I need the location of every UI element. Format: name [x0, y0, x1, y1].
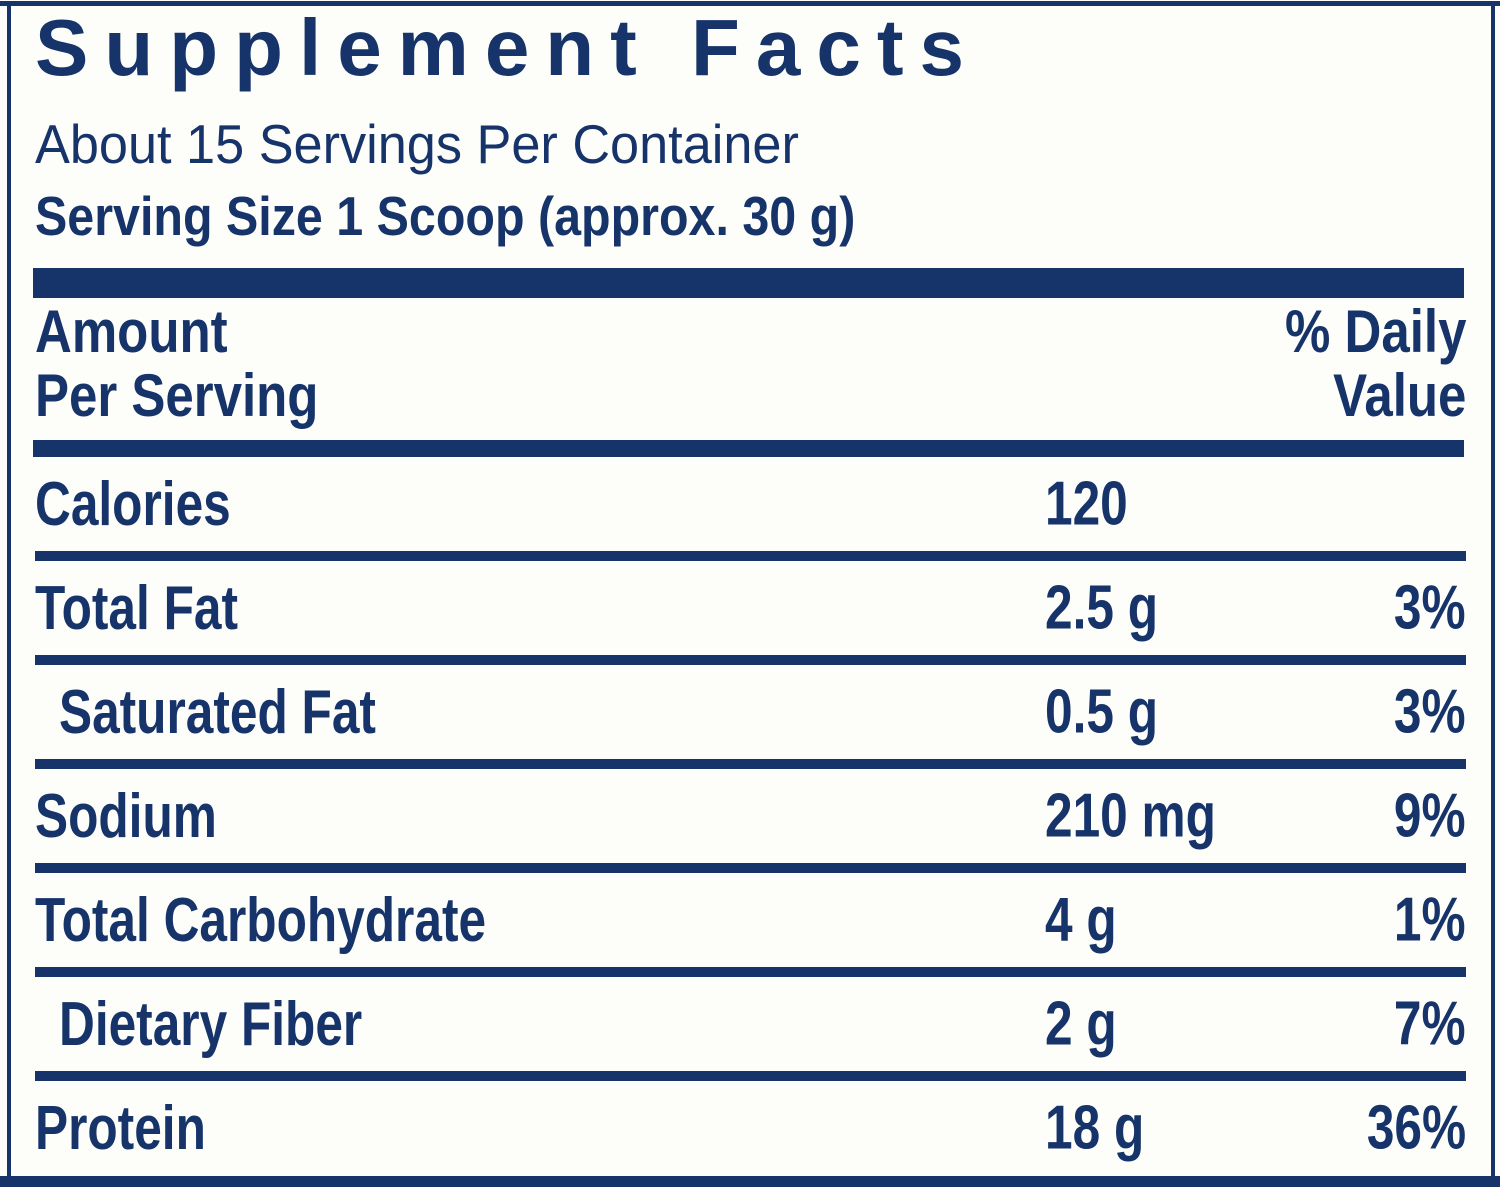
amount-header-line2: Per Serving — [35, 362, 319, 429]
daily-value-header: % Daily Value — [1285, 300, 1466, 428]
label-border-right — [1491, 1, 1495, 1187]
nutrient-amount: 0.5 g — [1045, 677, 1159, 747]
amount-per-serving-header: Amount Per Serving — [35, 300, 318, 428]
nutrient-daily-value: 1% — [1394, 885, 1466, 955]
nutrient-name: Saturated Fat — [59, 677, 376, 747]
nutrient-name: Protein — [35, 1093, 206, 1163]
nutrient-daily-value: 3% — [1394, 677, 1466, 747]
nutrient-name: Total Carbohydrate — [35, 885, 487, 955]
nutrient-daily-value: 9% — [1394, 781, 1466, 851]
row-separator — [35, 863, 1466, 873]
nutrient-amount: 4 g — [1045, 885, 1117, 955]
serving-size: Serving Size 1 Scoop (approx. 30 g) — [35, 185, 856, 247]
row-separator — [35, 551, 1466, 561]
nutrient-amount: 120 — [1045, 469, 1128, 539]
row-protein: Protein 18 g 36% — [35, 1081, 1466, 1175]
daily-value-header-line2: Value — [1332, 362, 1466, 429]
row-separator — [35, 1071, 1466, 1081]
nutrient-name: Sodium — [35, 781, 217, 851]
row-total-fat: Total Fat 2.5 g 3% — [35, 561, 1466, 655]
servings-per-container: About 15 Servings Per Container — [35, 113, 799, 175]
nutrient-daily-value: 7% — [1394, 989, 1466, 1059]
nutrient-amount: 2.5 g — [1045, 573, 1159, 643]
label-border-top — [0, 1, 1500, 6]
row-separator — [35, 655, 1466, 665]
row-dietary-fiber: Dietary Fiber 2 g 7% — [35, 977, 1466, 1071]
row-sodium: Sodium 210 mg 9% — [35, 769, 1466, 863]
label-border-left — [7, 1, 11, 1187]
nutrient-daily-value: 36% — [1366, 1093, 1466, 1163]
nutrient-amount: 18 g — [1045, 1093, 1145, 1163]
label-border-bottom — [0, 1176, 1500, 1187]
divider-bar-medium — [33, 440, 1464, 457]
nutrient-amount: 2 g — [1045, 989, 1117, 1059]
amount-header-line1: Amount — [35, 298, 228, 365]
divider-bar-thick — [33, 268, 1464, 298]
row-separator — [35, 759, 1466, 769]
row-calories: Calories 120 — [35, 457, 1466, 551]
nutrient-name: Dietary Fiber — [59, 989, 363, 1059]
nutrient-name: Calories — [35, 469, 231, 539]
row-separator — [35, 967, 1466, 977]
daily-value-header-line1: % Daily — [1284, 298, 1466, 365]
row-total-carbohydrate: Total Carbohydrate 4 g 1% — [35, 873, 1466, 967]
table-header: Amount Per Serving % Daily Value — [35, 300, 1466, 440]
nutrient-name: Total Fat — [35, 573, 238, 643]
label-title: Supplement Facts — [35, 3, 981, 92]
nutrient-amount: 210 mg — [1045, 781, 1216, 851]
row-saturated-fat: Saturated Fat 0.5 g 3% — [35, 665, 1466, 759]
nutrient-table: Calories 120 Total Fat 2.5 g 3% Saturate… — [35, 457, 1466, 1175]
nutrient-daily-value: 3% — [1394, 573, 1466, 643]
